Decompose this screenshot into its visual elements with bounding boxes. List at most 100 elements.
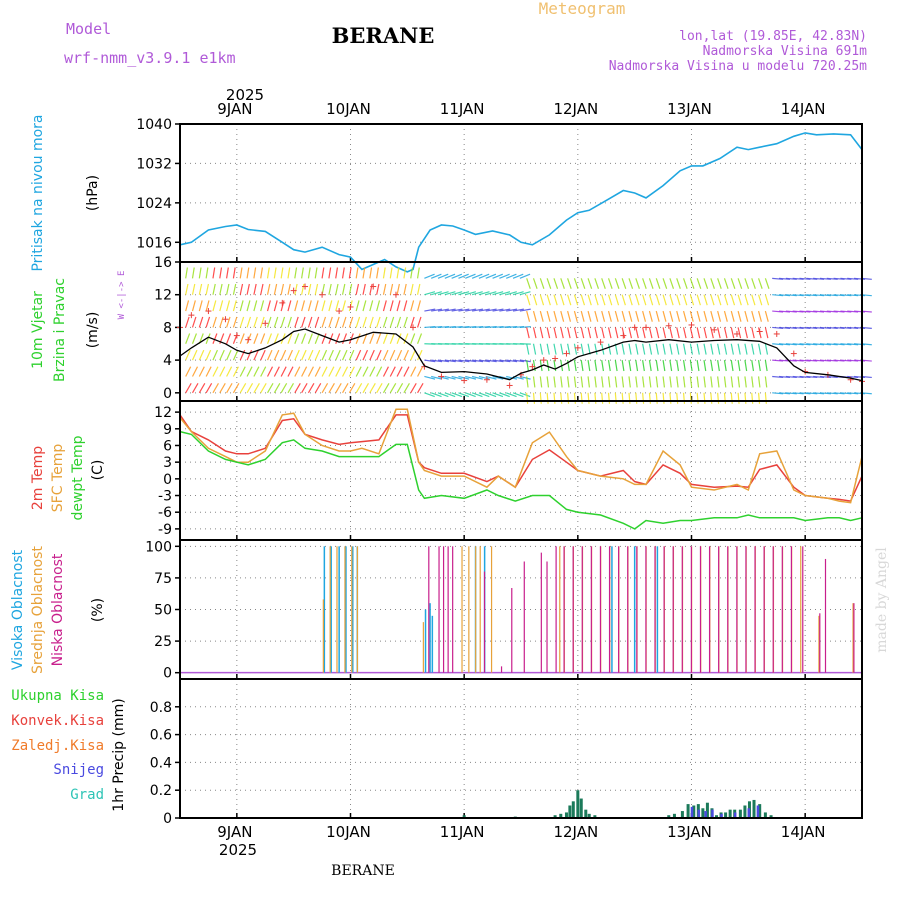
wind-arrow	[744, 294, 749, 306]
wind-arrow	[546, 278, 552, 289]
wind-arrow	[737, 294, 742, 306]
wind-arrow	[417, 366, 424, 377]
wind-arrow	[410, 366, 417, 377]
wind-arrow	[539, 294, 545, 306]
wind-arrow	[751, 278, 756, 289]
wind-arrow	[416, 300, 421, 312]
wind-arrow	[696, 327, 701, 339]
wind-arrow	[382, 382, 390, 394]
top-tick-label: 9JAN	[217, 100, 252, 118]
wind-arrow	[567, 376, 570, 388]
wind-arrow	[437, 308, 449, 312]
wind-arrow	[567, 343, 571, 355]
wind-arrow	[492, 359, 504, 363]
wind-arrow	[648, 310, 653, 322]
y-tick-label: 12	[154, 405, 172, 421]
precip-legend-item: Zaledj.Kisa	[11, 738, 104, 754]
precip-bar	[559, 813, 563, 818]
wind-arrow	[232, 382, 240, 394]
wind-arrow	[246, 283, 250, 295]
wind-arrow	[253, 283, 257, 295]
wind-arrow	[642, 278, 647, 289]
wind-arrow	[526, 376, 529, 388]
y-tick-label: 0	[163, 472, 172, 488]
wind-arrow	[689, 376, 693, 388]
panel-1: 0 4 8 12 16 10m Vjetar Brzina i Pravac (m/s) W <…	[30, 255, 872, 404]
wind-arrow	[648, 360, 652, 372]
precip-bar	[692, 805, 696, 818]
wind-arrow	[424, 359, 436, 363]
wind-arrow	[648, 343, 653, 355]
wind-arrow	[328, 283, 332, 295]
wind-arrow	[410, 316, 415, 328]
wind-arrow	[403, 316, 408, 328]
precip-legend-item: Konvek.Kisa	[11, 713, 104, 729]
wind-arrow	[260, 349, 266, 361]
wind-arrow	[396, 283, 400, 295]
wind-arrow	[341, 333, 348, 344]
wind-arrow	[396, 333, 402, 344]
wind-arrow	[512, 273, 524, 279]
wind-arrow	[389, 333, 395, 344]
product-title: Meteogram	[539, 0, 626, 18]
wind-arrow	[198, 267, 202, 279]
wind-arrow	[212, 300, 217, 312]
wind-arrow	[287, 283, 291, 295]
wind-arrow	[662, 278, 668, 289]
wind-arrow	[307, 316, 313, 328]
wind-arrow	[369, 300, 374, 312]
y-tick-label: 1032	[136, 156, 172, 172]
temp-line-1	[179, 408, 863, 504]
bottom-tick-label: 12JAN	[553, 823, 598, 841]
wind-arrow	[710, 327, 714, 339]
wind-arrow	[273, 267, 277, 279]
precip-bar	[738, 809, 742, 818]
wind-arrow	[307, 366, 314, 377]
wind-arrow	[205, 283, 210, 295]
wind-arrow	[280, 283, 285, 295]
wind-arrow	[287, 316, 292, 328]
wind-arrow	[437, 291, 449, 296]
wind-arrow	[635, 376, 638, 388]
wind-arrow	[307, 349, 314, 361]
wind-arrow	[382, 283, 387, 295]
wind-arrow	[458, 308, 470, 312]
wind-arrow	[321, 300, 326, 312]
wind-arrow	[465, 392, 476, 398]
wind-arrow	[389, 366, 396, 377]
wind-arrow	[355, 366, 362, 377]
wind-arrow	[335, 316, 340, 328]
snow-bar	[747, 808, 751, 818]
wind-arrow	[246, 300, 251, 312]
wind-arrow	[226, 267, 229, 279]
wind-arrow	[730, 360, 734, 372]
pressure-ylabel: Pritisak na nivou mora (hPa)	[30, 114, 101, 271]
wind-arrow	[682, 327, 687, 339]
y-tick-label: 12	[154, 288, 172, 304]
wind-arrow	[703, 343, 707, 355]
wind-arrow	[607, 294, 613, 306]
wind-arrow	[348, 382, 356, 394]
wind-arrow	[546, 376, 550, 388]
wind-arrow	[648, 327, 653, 339]
wind-arrow	[703, 310, 708, 322]
model-label: Model	[66, 20, 111, 38]
wind-arrow	[560, 343, 564, 355]
wind-arrow	[485, 359, 497, 363]
wind-arrow	[506, 308, 518, 312]
wind-arrow	[689, 343, 694, 355]
wind-arrow	[471, 392, 483, 398]
wind-arrow	[424, 375, 436, 380]
wind-arrow	[764, 327, 769, 339]
precip-bar	[728, 809, 732, 818]
wind-arrow	[382, 333, 388, 344]
wind-arrow	[662, 294, 667, 306]
wind-arrow	[614, 343, 619, 355]
top-tick-label: 11JAN	[440, 100, 485, 118]
wind-arrow	[553, 310, 558, 322]
wind-arrow	[553, 343, 557, 355]
wind-arrow	[553, 294, 558, 306]
wind-arrow	[567, 278, 572, 289]
wind-arrow	[430, 273, 442, 279]
